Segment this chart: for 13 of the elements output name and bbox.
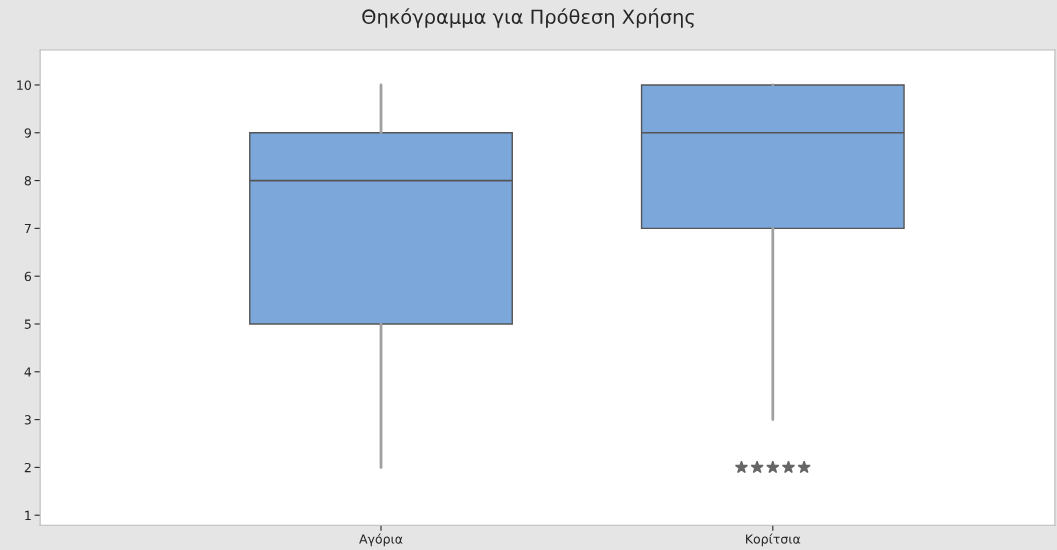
y-tick-label: 4 bbox=[24, 367, 32, 377]
y-tick-label: 9 bbox=[24, 128, 31, 138]
chart-title: Θηκόγραμμα για Πρόθεση Χρήσης bbox=[362, 8, 694, 28]
y-tick-label: 1 bbox=[25, 510, 31, 520]
x-tick-label: Αγόρια bbox=[359, 533, 403, 547]
y-tick-label: 5 bbox=[24, 319, 31, 329]
x-tick-label: Κορίτσια bbox=[746, 533, 801, 547]
y-tick-label: 2 bbox=[24, 462, 31, 473]
y-tick-label: 7 bbox=[24, 224, 31, 234]
y-tick-label: 6 bbox=[24, 271, 32, 282]
y-tick-label: 10 bbox=[17, 80, 31, 90]
y-tick-label: 8 bbox=[24, 176, 31, 186]
y-tick-label: 3 bbox=[24, 415, 31, 425]
